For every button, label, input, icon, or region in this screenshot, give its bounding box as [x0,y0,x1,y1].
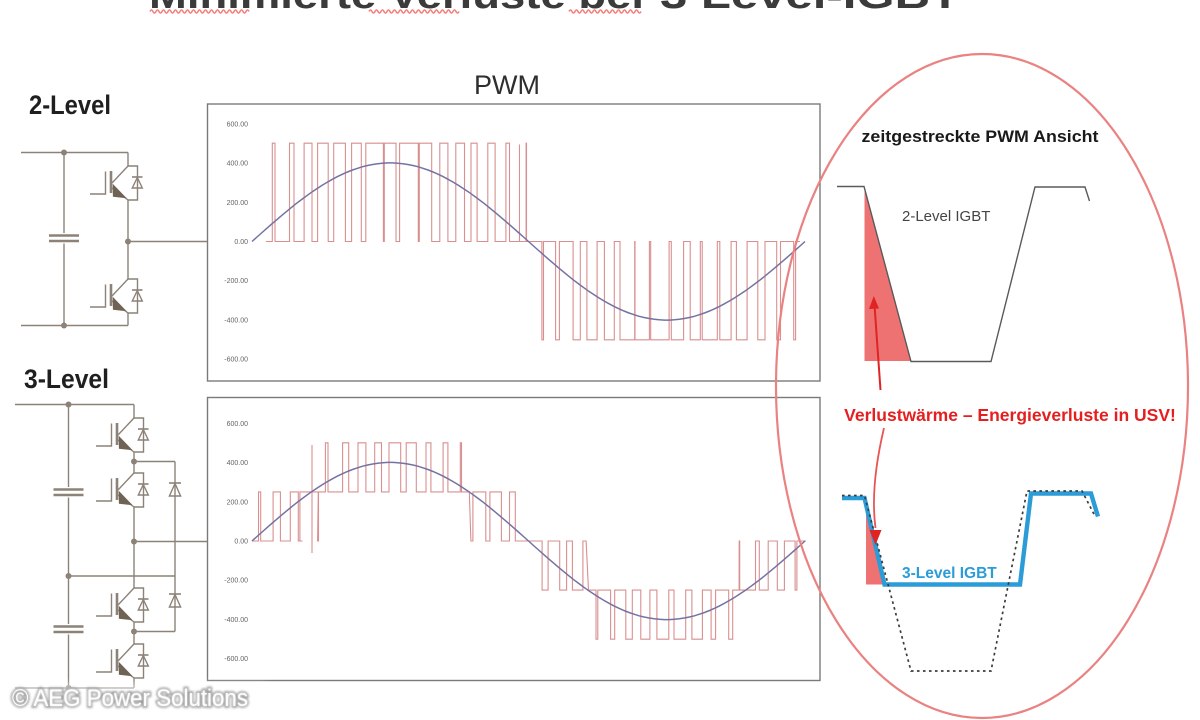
svg-text:Verlustwärme – Energieverluste: Verlustwärme – Energieverluste in USV! [844,405,1176,425]
svg-text:3-Level: 3-Level [24,364,109,394]
svg-text:-400.00: -400.00 [224,617,248,624]
svg-text:400.00: 400.00 [227,460,249,467]
svg-text:2-Level IGBT: 2-Level IGBT [902,208,990,225]
svg-text:2-Level: 2-Level [29,90,111,120]
svg-text:600.00: 600.00 [227,121,249,128]
svg-text:-400.00: -400.00 [224,317,248,324]
svg-text:3 Level-IGBT: 3 Level-IGBT [660,0,960,17]
svg-text:Minimierte Verluste bei: Minimierte Verluste bei [149,0,644,17]
svg-text:-200.00: -200.00 [224,578,248,585]
svg-text:-600.00: -600.00 [224,357,248,364]
svg-text:0.00: 0.00 [234,539,248,546]
svg-text:-600.00: -600.00 [224,656,248,663]
svg-text:© AEG Power Solutions: © AEG Power Solutions [12,685,248,712]
svg-text:© AEG Power Solutions: © AEG Power Solutions [12,685,248,712]
svg-text:400.00: 400.00 [227,161,249,168]
svg-text:200.00: 200.00 [227,200,249,207]
svg-text:-200.00: -200.00 [224,278,248,285]
svg-text:PWM: PWM [474,70,540,100]
svg-text:3-Level IGBT: 3-Level IGBT [902,565,997,582]
svg-text:0.00: 0.00 [234,239,248,246]
svg-text:200.00: 200.00 [227,499,249,506]
svg-text:600.00: 600.00 [227,421,249,428]
svg-text:zeitgestreckte PWM Ansicht: zeitgestreckte PWM Ansicht [862,128,1100,146]
